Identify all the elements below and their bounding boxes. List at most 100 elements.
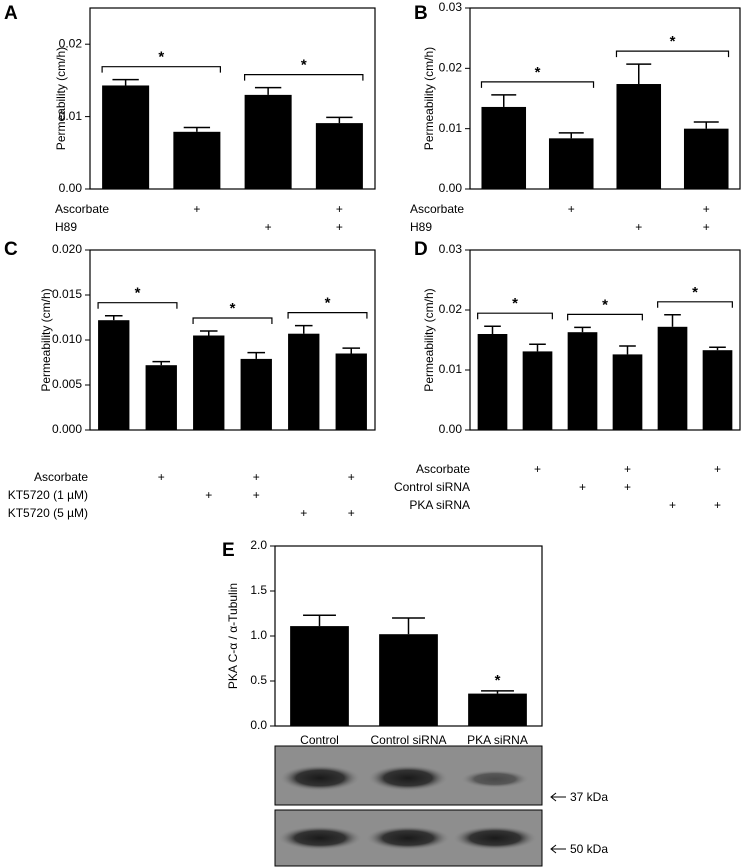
bar bbox=[481, 106, 527, 189]
significance-bracket bbox=[480, 81, 595, 88]
significance-bracket bbox=[615, 50, 730, 58]
bar bbox=[468, 693, 527, 726]
bar bbox=[548, 138, 594, 189]
band-label: 37 kDa bbox=[570, 790, 608, 804]
condition-label: Ascorbate bbox=[34, 470, 88, 484]
bar bbox=[290, 626, 349, 726]
condition-mark: + bbox=[348, 506, 355, 520]
condition-mark: + bbox=[624, 462, 631, 476]
arrow-head bbox=[550, 792, 557, 802]
y-tick-label: 0.01 bbox=[439, 362, 463, 376]
error-bar bbox=[183, 126, 211, 132]
blot-band bbox=[453, 826, 537, 850]
error-bar bbox=[619, 345, 636, 355]
error-bar bbox=[303, 614, 336, 627]
plot-frame bbox=[274, 545, 543, 727]
plot-frame bbox=[89, 7, 376, 190]
condition-mark: + bbox=[253, 488, 260, 502]
bar bbox=[98, 320, 130, 430]
y-tick-label: 0.00 bbox=[439, 181, 463, 195]
y-axis-label: PKA C-α / α-Tubulin bbox=[226, 583, 240, 689]
error-bar bbox=[342, 347, 361, 354]
western-blot: 37 kDa 50 kDa bbox=[274, 745, 608, 867]
bar bbox=[173, 131, 221, 189]
y-tick-label: 0.02 bbox=[439, 302, 463, 316]
error-bar bbox=[199, 330, 218, 336]
significance-star: * bbox=[692, 284, 698, 301]
condition-label: H89 bbox=[55, 220, 77, 234]
significance-bracket bbox=[244, 74, 364, 81]
y-tick-label: 0.03 bbox=[439, 242, 463, 256]
bar bbox=[477, 334, 508, 430]
x-tick-label: Control siRNA bbox=[370, 733, 446, 747]
significance-star: * bbox=[495, 672, 501, 689]
bar bbox=[244, 94, 292, 189]
condition-mark: + bbox=[669, 498, 676, 512]
error-bar bbox=[664, 314, 681, 327]
blot-band bbox=[368, 765, 448, 791]
error-bar bbox=[481, 690, 514, 694]
bar bbox=[522, 351, 553, 430]
y-axis-label: Permeability (cm/h) bbox=[422, 288, 436, 391]
blot-band bbox=[366, 826, 450, 850]
y-axis-label: Permeability (cm/h) bbox=[54, 47, 68, 150]
condition-mark: + bbox=[193, 202, 200, 216]
blot-band bbox=[280, 765, 360, 791]
condition-mark: + bbox=[348, 470, 355, 484]
panel-letter: C bbox=[4, 239, 18, 260]
error-bar bbox=[326, 116, 353, 124]
condition-label: Control siRNA bbox=[394, 480, 470, 494]
bar bbox=[335, 353, 367, 430]
condition-label: Ascorbate bbox=[55, 202, 109, 216]
significance-star: * bbox=[230, 300, 236, 317]
plot-frame bbox=[89, 249, 376, 431]
y-tick-label: 0.02 bbox=[59, 36, 83, 50]
panel-letter: B bbox=[414, 3, 428, 24]
condition-mark: + bbox=[703, 202, 710, 216]
bar bbox=[145, 365, 177, 430]
significance-bracket bbox=[657, 301, 733, 308]
y-tick-label: 0.020 bbox=[52, 242, 82, 256]
condition-mark: + bbox=[624, 480, 631, 494]
bar bbox=[102, 85, 150, 189]
condition-mark: + bbox=[205, 488, 212, 502]
significance-star: * bbox=[325, 295, 331, 312]
condition-mark: + bbox=[158, 470, 165, 484]
y-tick-label: 0.0 bbox=[250, 718, 267, 732]
y-tick-label: 0.01 bbox=[439, 121, 463, 135]
condition-label: Ascorbate bbox=[416, 462, 470, 476]
condition-mark: + bbox=[265, 220, 272, 234]
bar bbox=[193, 335, 225, 430]
significance-star: * bbox=[535, 64, 541, 81]
y-tick-label: 0.015 bbox=[52, 287, 82, 301]
y-tick-label: 0.02 bbox=[439, 61, 463, 75]
significance-bracket bbox=[477, 312, 553, 320]
condition-label: PKA siRNA bbox=[409, 498, 470, 512]
x-tick-label: Control bbox=[300, 733, 339, 747]
x-tick-label: PKA siRNA bbox=[467, 733, 528, 747]
error-bar bbox=[709, 346, 726, 351]
bar bbox=[379, 634, 438, 726]
significance-bracket bbox=[97, 302, 178, 309]
condition-mark: + bbox=[300, 506, 307, 520]
error-bar bbox=[392, 617, 425, 635]
significance-bracket bbox=[567, 313, 643, 321]
significance-star: * bbox=[135, 285, 141, 302]
bar bbox=[683, 128, 729, 189]
error-bar bbox=[491, 94, 517, 107]
blot-band bbox=[278, 826, 362, 850]
y-tick-label: 0.00 bbox=[439, 422, 463, 436]
blot-band bbox=[461, 770, 529, 788]
bar bbox=[288, 333, 320, 430]
condition-mark: + bbox=[534, 462, 541, 476]
panel-letter: D bbox=[414, 239, 428, 260]
error-bar bbox=[152, 360, 171, 366]
y-tick-label: 0.010 bbox=[52, 332, 82, 346]
bar bbox=[702, 350, 733, 430]
error-bar bbox=[294, 324, 313, 334]
condition-mark: + bbox=[568, 202, 575, 216]
error-bar bbox=[626, 63, 652, 85]
bar bbox=[315, 123, 363, 189]
y-axis-label: Permeability (cm/h) bbox=[422, 47, 436, 150]
error-bar bbox=[254, 86, 282, 95]
